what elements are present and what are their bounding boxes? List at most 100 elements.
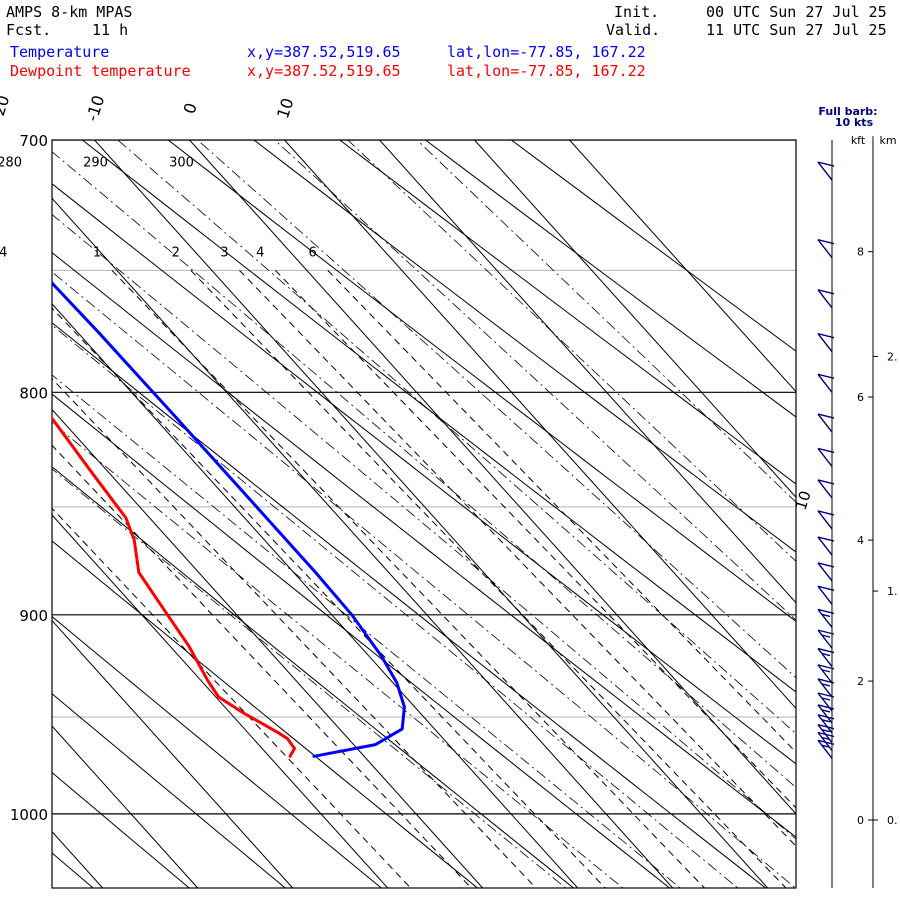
- wind-barb-staff: [817, 479, 833, 499]
- wind-barb-flag: [817, 714, 835, 720]
- wind-barb-flag: [817, 373, 835, 379]
- model-title: AMPS 8-km MPAS: [6, 3, 133, 21]
- wind-barb-staff: [817, 536, 833, 556]
- wind-barb: [817, 678, 835, 698]
- wind-barb-flag: [817, 608, 835, 615]
- wind-barb-flag: [817, 447, 835, 454]
- wind-barb-half-flag: [821, 697, 831, 701]
- wind-barb-half-flag: [821, 719, 831, 723]
- dry-adiabat-line: [510, 140, 796, 352]
- km-tick-label: 2.: [887, 350, 898, 363]
- wind-barb-half-flag: [821, 613, 831, 618]
- wind-barb: [817, 161, 835, 181]
- wind-barb-staff: [817, 289, 833, 309]
- wind-barb-staff: [817, 510, 833, 530]
- temperature-tick-label: 10: [273, 96, 297, 121]
- wind-barb-flag: [817, 664, 835, 670]
- axis-separator: |: [871, 134, 875, 147]
- dry-adiabat-line: [52, 771, 190, 888]
- plot-frame: [51, 139, 797, 889]
- dry-adiabat-line: [52, 322, 767, 888]
- wind-barb: [817, 239, 835, 259]
- legend-dewpoint-latlon: lat,lon=-77.85, 167.22: [447, 62, 646, 80]
- wind-barb-flag: [817, 239, 835, 245]
- legend-dewpoint-xy: x,y=387.52,519.65: [247, 62, 401, 80]
- forecast-value: 11 h: [92, 21, 129, 39]
- wind-barb-staff: [817, 629, 833, 649]
- isotherm-line: [52, 303, 579, 888]
- dry-adiabat-line: [253, 140, 796, 553]
- wind-barb: [817, 536, 835, 556]
- wind-barb: [817, 585, 835, 605]
- wind-barb: [817, 562, 835, 582]
- isotherm-line: [52, 408, 484, 888]
- init-label: Init.: [614, 3, 660, 21]
- wind-barb-staff: [817, 664, 833, 684]
- wind-barb-flag: [817, 536, 835, 542]
- wind-barb-half-flag: [821, 683, 831, 687]
- dry-adiabat-line: [52, 540, 479, 888]
- moist-adiabat-line: [416, 140, 796, 503]
- km-tick-label: 1.: [887, 585, 898, 598]
- legend-temperature-label: Temperature: [10, 43, 110, 61]
- wind-barb-flag: [817, 647, 835, 654]
- mixing-ratio-label: 6: [308, 246, 316, 261]
- moist-adiabat-line: [52, 468, 567, 888]
- wind-barb-staff: [817, 447, 833, 467]
- wind-barb: [817, 289, 835, 309]
- wind-barb-staff: [817, 413, 833, 433]
- temperature-tick-label: -10: [82, 93, 108, 124]
- wind-barb-half-flag: [821, 744, 831, 748]
- wind-barb-half-flag: [821, 669, 831, 673]
- wind-barb: [817, 447, 835, 467]
- temperature-profile-line: [52, 280, 406, 758]
- wind-barb-flag: [817, 333, 835, 339]
- wind-barb-staff: [817, 704, 833, 724]
- legend-temperature-xy: x,y=387.52,519.65: [247, 43, 401, 61]
- mixing-ratio-label: 2: [172, 246, 180, 261]
- dry-adiabat-line: [52, 615, 383, 888]
- wind-barb-half-flag: [821, 652, 831, 657]
- pressure-tick-label: 700: [19, 132, 48, 150]
- barb-key-line2: 10 kts: [835, 116, 874, 129]
- barb-key-line1: Full barb:: [818, 105, 877, 118]
- init-time: 00 UTC Sun 27 Jul 25: [706, 3, 887, 21]
- wind-barb-half-flag: [821, 736, 831, 741]
- isotherm-line: [569, 140, 796, 393]
- kft-tick-label: 8: [857, 246, 864, 259]
- dry-adiabat-line: [52, 183, 796, 765]
- mixing-ratio-line: [275, 270, 796, 809]
- wind-barb: [817, 413, 835, 433]
- wind-barb-staff: [817, 739, 833, 759]
- wind-barb-staff: [817, 239, 833, 259]
- kft-tick-label: 2: [857, 675, 864, 688]
- mixing-ratio-label: 1: [93, 246, 101, 261]
- wind-barb: [817, 479, 835, 499]
- mixing-ratio-line: [52, 507, 412, 888]
- dry-adiabat-line: [0, 85, 39, 900]
- wind-barb-staff: [817, 562, 833, 582]
- wind-barb-flag: [817, 739, 835, 745]
- profiles: [52, 280, 406, 758]
- wind-barb-staff: [817, 648, 833, 668]
- background-grid: [0, 85, 796, 900]
- dry-adiabat-line: [52, 466, 575, 888]
- wind-barb: [817, 739, 835, 759]
- moist-adiabat-line: [52, 213, 796, 840]
- temperature-tick-label-right: 10: [792, 489, 815, 513]
- wind-barb: [817, 608, 835, 628]
- kft-label: kft: [851, 134, 866, 147]
- wind-barb: [817, 704, 835, 724]
- dry-adiabat-line: [52, 393, 671, 888]
- moist-adiabat-line: [197, 140, 796, 679]
- isotherm-line: [284, 140, 796, 710]
- dry-adiabat-line: [52, 252, 796, 838]
- dewpoint-profile-line: [52, 415, 296, 758]
- wind-barb-half-flag: [821, 728, 831, 733]
- mixing-ratio-label: 4: [256, 246, 264, 261]
- wind-barb-flag: [817, 161, 835, 167]
- isotherm-line: [52, 619, 294, 888]
- pressure-tick-label: 1000: [10, 806, 48, 824]
- wind-barb: [817, 333, 835, 353]
- moist-adiabat-line: [274, 140, 796, 621]
